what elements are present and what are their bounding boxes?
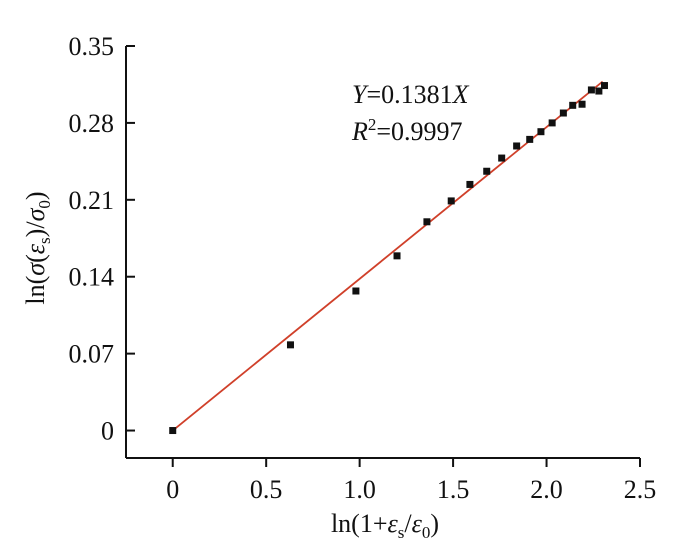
equation-annotation: Y=0.1381X [352, 80, 470, 109]
data-point-12 [548, 119, 556, 127]
data-point-5 [447, 197, 455, 205]
x-axis-label: ln(1+εs/ε0) [331, 509, 439, 542]
y-ticks: 0 0.07 0.14 0.21 0.28 0.35 [69, 32, 135, 446]
data-point-8 [498, 154, 506, 162]
y-tick-label-2: 0.14 [69, 263, 115, 292]
data-point-17 [595, 87, 603, 95]
y-tick-label-3: 0.21 [69, 186, 115, 215]
equation-y-var: Y [352, 80, 369, 109]
r-squared-sup: 2 [368, 115, 377, 134]
r-squared-value: =0.9997 [376, 117, 462, 146]
data-point-7 [483, 167, 491, 175]
x-tick-label-2: 1.0 [343, 475, 376, 504]
data-point-2 [352, 287, 360, 295]
y-tick-label-4: 0.28 [69, 109, 115, 138]
r-squared-r: R [351, 117, 368, 146]
data-point-1 [286, 341, 294, 349]
y-axis-label: ln(σ(εs)/σ0) [21, 191, 54, 304]
data-point-0 [169, 427, 177, 435]
y-tick-label-1: 0.07 [69, 340, 115, 369]
equation-coef: =0.1381 [366, 80, 452, 109]
data-point-16 [587, 86, 595, 94]
data-point-11 [537, 128, 545, 136]
x-tick-label-0: 0 [166, 475, 179, 504]
data-point-9 [513, 142, 521, 150]
data-points [169, 82, 608, 435]
data-point-18 [600, 82, 608, 90]
x-tick-label-3: 1.5 [437, 475, 470, 504]
data-point-10 [526, 135, 534, 143]
x-tick-label-1: 0.5 [250, 475, 283, 504]
axes [125, 46, 640, 459]
y-tick-label-5: 0.35 [69, 32, 115, 61]
data-point-15 [578, 100, 586, 108]
data-point-4 [423, 218, 431, 226]
x-tick-label-5: 2.5 [624, 475, 657, 504]
data-point-6 [466, 180, 474, 188]
data-point-14 [569, 101, 577, 109]
x-tick-label-4: 2.0 [530, 475, 563, 504]
data-point-3 [393, 252, 401, 260]
r-squared-annotation: R2=0.9997 [351, 115, 463, 146]
x-ticks: 0 0.5 1.0 1.5 2.0 2.5 [166, 458, 656, 504]
y-tick-label-0: 0 [101, 417, 114, 446]
data-point-13 [559, 109, 567, 117]
equation-x-var: X [452, 80, 470, 109]
